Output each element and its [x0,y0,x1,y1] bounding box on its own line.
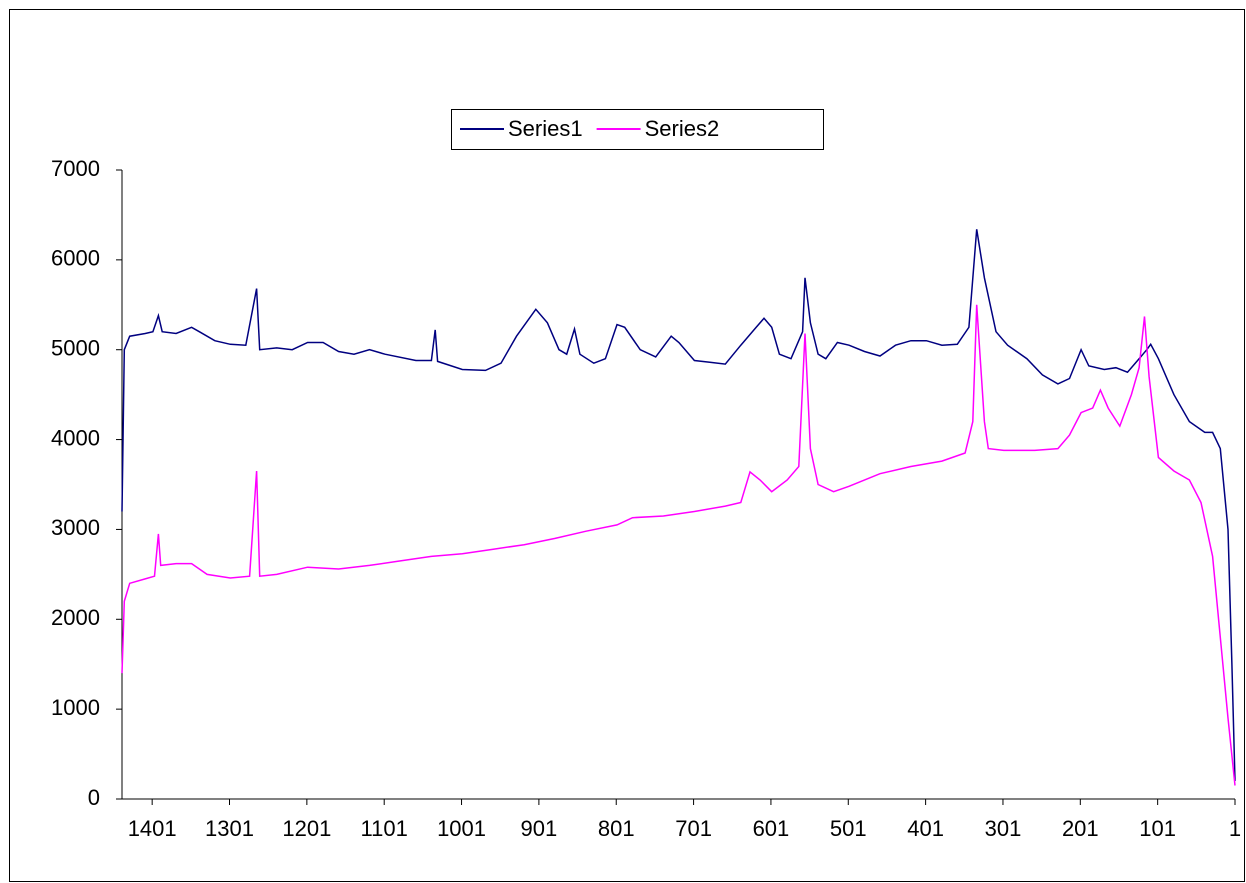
y-tick-label: 7000 [51,156,100,181]
y-tick-label: 1000 [51,695,100,720]
x-tick-label: 1001 [437,816,486,841]
y-tick-label: 0 [88,785,100,810]
x-tick-label: 1201 [282,816,331,841]
x-tick-label: 1101 [361,816,408,841]
y-tick-label: 5000 [51,336,100,361]
x-tick-label: 201 [1062,816,1099,841]
x-tick-label: 401 [907,816,944,841]
x-tick-label: 1301 [205,816,254,841]
x-tick-label: 1 [1229,816,1241,841]
y-tick-label: 3000 [51,515,100,540]
legend-label: Series1 [508,116,583,141]
legend-label: Series2 [645,116,720,141]
x-tick-label: 301 [985,816,1022,841]
series-line [121,304,1236,786]
x-tick-label: 501 [830,816,867,841]
x-tick-label: 1401 [128,816,177,841]
y-tick-label: 2000 [51,605,100,630]
legend: Series1 Series2 [451,109,824,150]
y-tick-label: 6000 [51,246,100,271]
series-line [121,229,1236,782]
x-tick-label: 101 [1139,816,1176,841]
x-tick-label: 901 [521,816,558,841]
chart-border [9,9,1245,882]
x-tick-label: 701 [675,816,712,841]
x-tick-label: 801 [598,816,635,841]
y-tick-label: 4000 [51,425,100,450]
x-tick-label: 601 [753,816,790,841]
